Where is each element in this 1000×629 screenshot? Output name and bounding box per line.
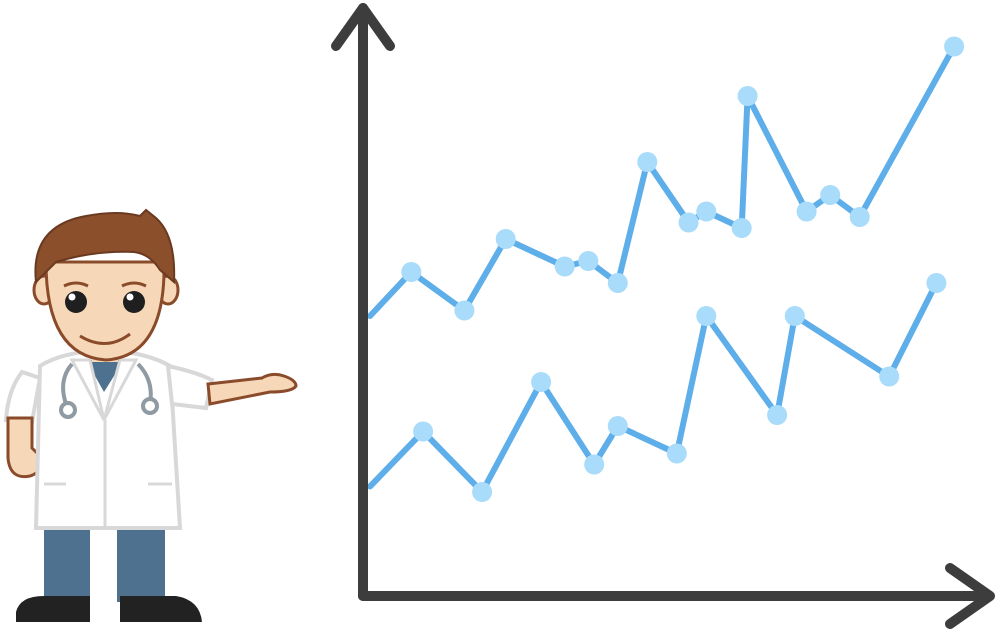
right-leg — [117, 520, 165, 602]
left-leg — [44, 520, 90, 602]
series-2-point-3 — [531, 372, 552, 392]
doctor-figure — [3, 208, 298, 622]
series-2-point-1 — [413, 421, 434, 442]
chart-axes — [331, 3, 995, 629]
pointing-arm — [206, 372, 298, 406]
series-1-point-6 — [607, 273, 628, 293]
series-2 — [367, 273, 947, 502]
hair — [34, 208, 176, 285]
coat-lapel-left — [69, 358, 106, 421]
series-1-point-10 — [731, 218, 752, 238]
series-1-point-5 — [578, 251, 599, 271]
right-shoe — [120, 596, 202, 622]
series-layer — [367, 36, 965, 502]
y-axis-arrow-icon — [331, 3, 395, 51]
series-2-point-7 — [696, 306, 717, 326]
left-eyebrow — [63, 281, 89, 288]
left-eye-shine — [68, 293, 76, 301]
series-1-point-7 — [637, 152, 658, 172]
right-eye-shine — [126, 293, 134, 301]
series-2-point-2 — [472, 482, 493, 502]
series-2-point-9 — [784, 306, 805, 326]
doctor-cartoon-icon — [3, 208, 298, 622]
series-1-point-13 — [820, 185, 841, 205]
series-2-point-5 — [607, 416, 628, 436]
series-1-point-3 — [495, 229, 516, 249]
stethoscope-icon — [59, 362, 159, 419]
x-axis-arrow-icon — [945, 563, 995, 629]
series-1-point-1 — [401, 262, 422, 282]
series-2-point-11 — [926, 273, 947, 293]
series-2-point-6 — [666, 443, 687, 464]
right-sleeve — [165, 363, 215, 411]
series-1-point-15 — [944, 36, 965, 57]
series-1-point-8 — [678, 212, 699, 233]
series-1-line — [367, 43, 958, 319]
shirt-collar — [86, 360, 124, 392]
series-2-point-4 — [584, 454, 605, 475]
series-1-point-14 — [849, 207, 870, 227]
smile — [79, 332, 131, 345]
series-2-point-8 — [767, 405, 788, 425]
face — [44, 260, 166, 362]
series-1-point-12 — [796, 201, 817, 222]
series-2-point-10 — [879, 366, 900, 387]
series-2-line — [367, 280, 940, 495]
series-1 — [367, 36, 965, 321]
left-shoe — [16, 596, 90, 622]
right-eyebrow — [121, 281, 147, 288]
series-1-point-2 — [454, 300, 475, 321]
coat-lapel-right — [102, 358, 139, 421]
series-1-point-4 — [554, 256, 575, 277]
series-1-point-11 — [737, 86, 758, 106]
series-1-point-9 — [696, 201, 717, 222]
